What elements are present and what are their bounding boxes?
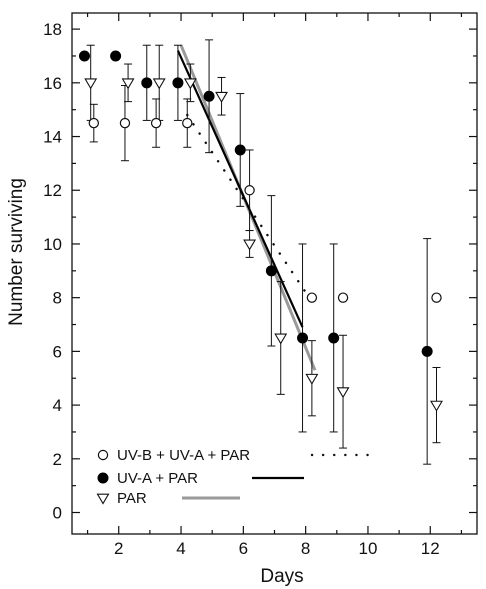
marker-series-0	[182, 117, 193, 129]
marker-series-1	[265, 265, 277, 277]
marker-series-1	[328, 332, 340, 344]
y-tick-label: 12	[43, 181, 62, 200]
y-tick-label: 10	[43, 235, 62, 254]
fit-lines	[176, 44, 317, 371]
marker-series-2	[215, 91, 229, 103]
marker-series-0	[431, 292, 442, 303]
y-tick-label: 2	[53, 450, 62, 469]
y-axis-title: Number surviving	[6, 178, 27, 326]
y-tick-label: 14	[43, 128, 62, 147]
marker-series-2	[121, 78, 135, 90]
y-tick-label: 4	[53, 396, 62, 415]
marker-series-1	[110, 50, 122, 62]
marker-series-0	[244, 185, 255, 196]
data-markers	[78, 50, 443, 412]
marker-series-1	[78, 50, 90, 62]
legend-marker-1	[97, 472, 109, 484]
marker-series-2	[152, 78, 166, 90]
marker-series-1	[172, 77, 184, 89]
x-tick-label: 6	[239, 539, 248, 558]
x-tick-label: 10	[359, 539, 378, 558]
marker-series-2	[243, 239, 257, 251]
x-axis-title: Days	[260, 566, 303, 587]
marker-series-1	[297, 332, 309, 344]
marker-series-2	[183, 78, 197, 90]
marker-series-2	[430, 400, 443, 412]
marker-series-2	[305, 373, 319, 385]
x-tick-label: 8	[301, 539, 310, 558]
legend-label-1: UV-A + PAR	[117, 470, 198, 487]
fit-line-0	[186, 113, 307, 294]
y-tick-label: 6	[53, 342, 62, 361]
y-tick-label: 8	[53, 289, 62, 308]
marker-series-1	[234, 144, 246, 156]
y-tick-label: 16	[43, 74, 62, 93]
y-axis: 0 2 4 6 8 10 12 14 16 18	[43, 20, 477, 523]
marker-series-2	[84, 78, 98, 90]
legend-marker-0	[97, 449, 109, 461]
marker-series-0	[88, 117, 100, 129]
y-tick-label: 18	[43, 20, 62, 39]
x-axis: 2 4 6 8 10 12	[86, 13, 463, 558]
marker-series-1	[203, 90, 215, 102]
legend-label-2: PAR	[117, 490, 147, 507]
marker-series-1	[141, 77, 153, 89]
marker-series-0	[150, 117, 162, 129]
x-tick-label: 2	[114, 539, 123, 558]
marker-series-0	[119, 117, 131, 129]
legend: UV-B + UV-A + PAR UV-A + PAR PAR	[96, 447, 374, 507]
x-tick-label: 4	[176, 539, 185, 558]
marker-series-0	[306, 292, 318, 303]
x-tick-label: 12	[421, 539, 440, 558]
y-tick-label: 0	[53, 504, 62, 523]
marker-series-0	[337, 292, 349, 303]
legend-label-0: UV-B + UV-A + PAR	[117, 447, 250, 464]
marker-series-1	[421, 345, 433, 357]
marker-series-2	[274, 333, 288, 345]
legend-marker-2	[96, 493, 110, 505]
error-bars	[86, 39, 441, 465]
marker-series-2	[336, 387, 350, 399]
